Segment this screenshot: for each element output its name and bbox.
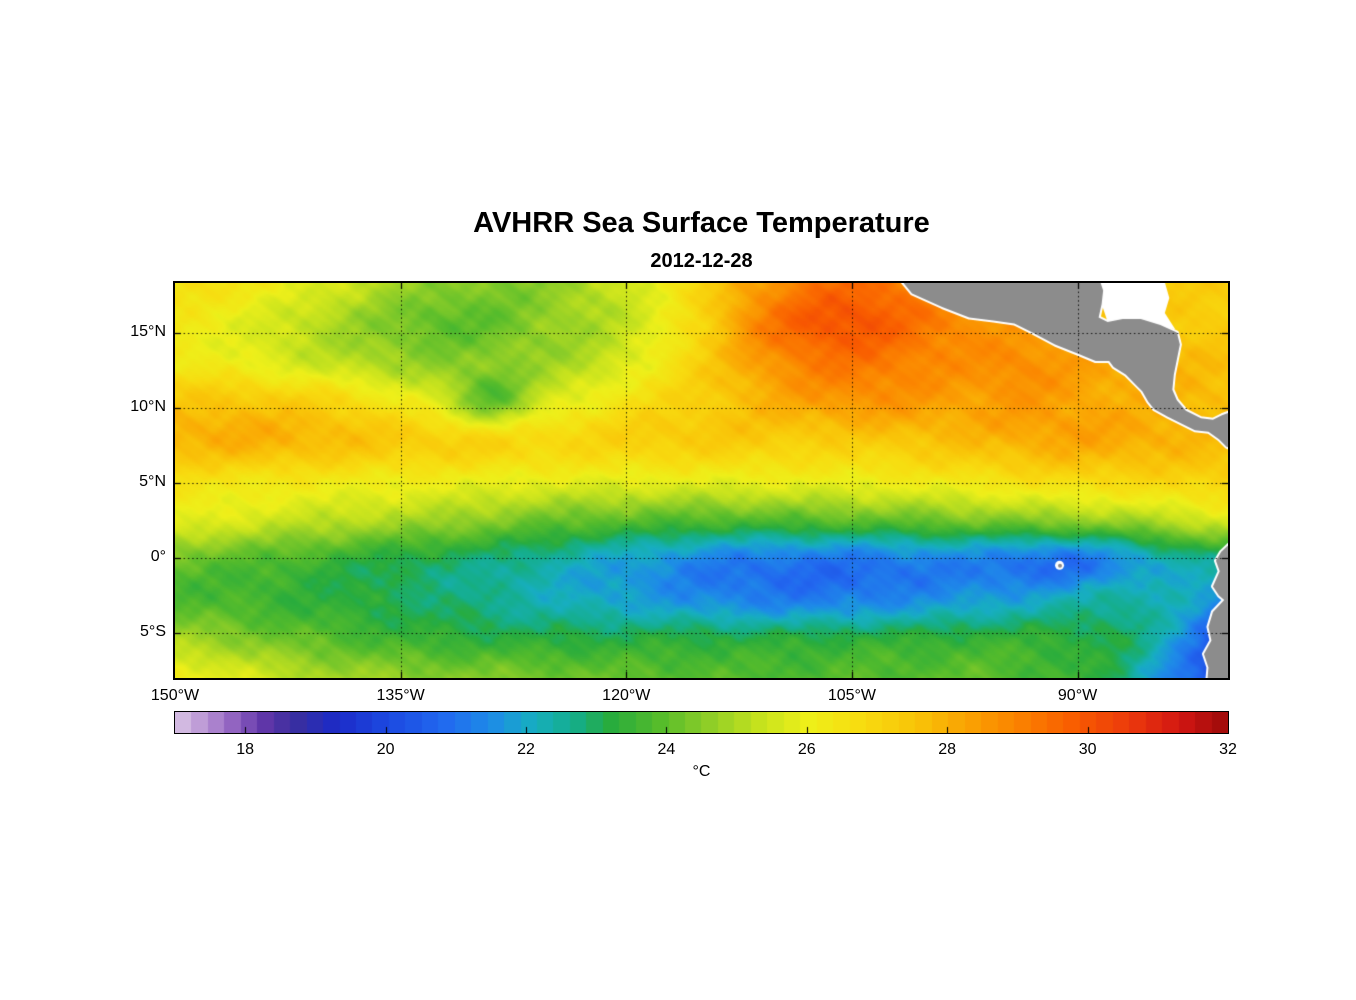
colorbar-tick-label: 30 — [1078, 741, 1097, 758]
colorbar-tick-label: 22 — [517, 741, 535, 758]
sst-heatmap-canvas — [175, 283, 1228, 678]
chart-date-subtitle: 2012-12-28 — [650, 250, 753, 272]
colorbar-tick-label: 24 — [657, 741, 676, 758]
y-tick-label: 10°N — [130, 397, 166, 415]
chart-title: AVHRR Sea Surface Temperature — [473, 207, 930, 239]
y-tick-label: 5°N — [139, 472, 166, 490]
colorbar-tick-label: 18 — [236, 741, 255, 758]
y-tick-label: 15°N — [130, 322, 166, 340]
x-tick-label: 90°W — [1057, 687, 1098, 704]
colorbar-tick-label: 28 — [938, 741, 957, 758]
colorbar-tick-label: 32 — [1219, 741, 1237, 758]
colorbar-canvas — [175, 712, 1228, 733]
y-tick-label: 0° — [150, 547, 166, 565]
map-axes — [173, 281, 1230, 680]
x-tick-label: 150°W — [150, 687, 200, 704]
x-tick-label: 120°W — [602, 687, 651, 704]
y-tick-label: 5°S — [140, 622, 166, 640]
x-tick-label: 105°W — [827, 687, 877, 704]
colorbar — [174, 711, 1229, 734]
colorbar-unit-label: °C — [692, 763, 711, 780]
colorbar-tick-label: 20 — [376, 741, 395, 758]
colorbar-tick-label: 26 — [797, 741, 816, 758]
x-tick-label: 135°W — [376, 687, 425, 704]
